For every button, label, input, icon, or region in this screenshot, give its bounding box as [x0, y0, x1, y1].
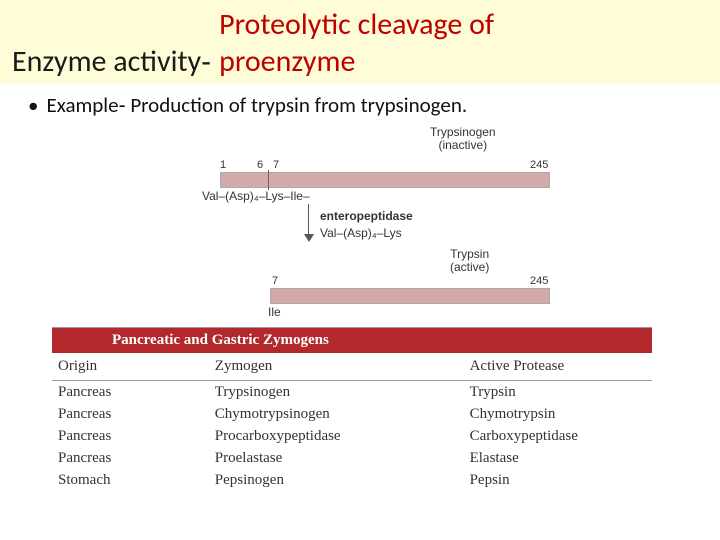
trypsinogen-label: Trypsinogen (inactive): [430, 126, 496, 152]
cell-origin: Pancreas: [58, 428, 215, 445]
cell-origin: Pancreas: [58, 450, 215, 467]
reaction-arrow-head: [304, 234, 314, 242]
table-header-row: Origin Zymogen Active Protease: [52, 353, 652, 381]
pos-1: 1: [220, 159, 226, 171]
cell-active: Carboxypeptidase: [470, 428, 646, 445]
cleaved-peptide-label: Val–(Asp)₄–Lys: [320, 226, 402, 240]
reaction-arrow: [308, 204, 309, 238]
title-left: Enzyme activity‐: [12, 43, 211, 80]
table-title: Pancreatic and Gastric Zymogens: [52, 328, 652, 353]
proenzyme-bar: [220, 172, 550, 188]
trypsin-label: Trypsin (active): [450, 248, 489, 274]
cleavage-site-mark: [268, 170, 269, 190]
cell-origin: Pancreas: [58, 406, 215, 423]
pos-6: 6: [257, 159, 263, 171]
cell-zymogen: Proelastase: [215, 450, 470, 467]
col-zymogen-header: Zymogen: [215, 358, 470, 375]
cell-origin: Pancreas: [58, 384, 215, 401]
pos-245: 245: [530, 159, 548, 171]
cell-zymogen: Trypsinogen: [215, 384, 470, 401]
title-right-line1: Proteolytic cleavage of: [219, 6, 494, 43]
bullet-item: • Example‐ Production of trypsin from tr…: [28, 92, 700, 118]
pos-7: 7: [273, 159, 279, 171]
trypsin-label-l2: (active): [450, 261, 489, 274]
col-origin-header: Origin: [58, 358, 215, 375]
trypsinogen-label-l2: (inactive): [430, 139, 496, 152]
cell-zymogen: Procarboxypeptidase: [215, 428, 470, 445]
bullet-list: • Example‐ Production of trypsin from tr…: [0, 84, 720, 118]
sequence-label: Val–(Asp)₄–Lys–Ile–: [202, 189, 310, 203]
table-row: StomachPepsinogenPepsin: [52, 469, 652, 491]
cell-active: Elastase: [470, 450, 646, 467]
cell-active: Trypsin: [470, 384, 646, 401]
table-row: PancreasProelastaseElastase: [52, 447, 652, 469]
active-pos-245: 245: [530, 275, 548, 287]
col-active-header: Active Protease: [470, 358, 646, 375]
bullet-dot: •: [28, 92, 38, 118]
table-row: PancreasProcarboxypeptidaseCarboxypeptid…: [52, 425, 652, 447]
cleavage-diagram: Trypsinogen (inactive) 1 6 7 245 Val–(As…: [150, 126, 570, 321]
cell-zymogen: Pepsinogen: [215, 472, 470, 489]
title-right-line2: proenzyme: [219, 43, 494, 80]
active-nterm-res: Ile: [268, 305, 281, 319]
cell-origin: Stomach: [58, 472, 215, 489]
bullet-text: Example‐ Production of trypsin from tryp…: [46, 92, 467, 118]
zymogen-table: Pancreatic and Gastric Zymogens Origin Z…: [52, 327, 652, 491]
cell-zymogen: Chymotrypsinogen: [215, 406, 470, 423]
slide-title-bar: Enzyme activity‐ Proteolytic cleavage of…: [0, 0, 720, 84]
table-row: PancreasChymotrypsinogenChymotrypsin: [52, 403, 652, 425]
cell-active: Pepsin: [470, 472, 646, 489]
table-body: PancreasTrypsinogenTrypsinPancreasChymot…: [52, 381, 652, 491]
cell-active: Chymotrypsin: [470, 406, 646, 423]
active-enzyme-bar: [270, 288, 550, 304]
enzyme-label: enteropeptidase: [320, 209, 413, 223]
table-row: PancreasTrypsinogenTrypsin: [52, 381, 652, 403]
active-pos-7: 7: [272, 275, 278, 287]
